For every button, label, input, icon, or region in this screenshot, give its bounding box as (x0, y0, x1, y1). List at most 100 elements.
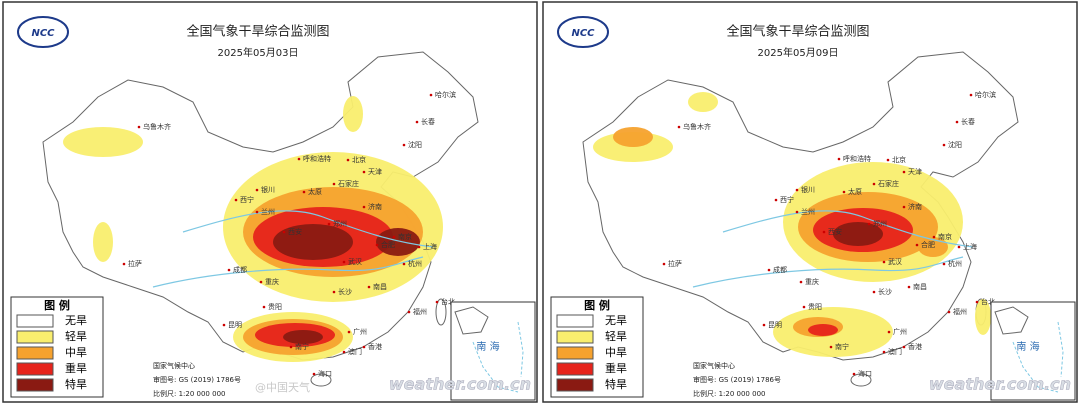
city-label: 上海 (963, 242, 977, 251)
city-dot (346, 158, 350, 162)
city-label: 成都 (233, 265, 247, 274)
legend-label: 中旱 (65, 346, 87, 359)
city-dot (332, 290, 336, 294)
city-label: 台北 (981, 297, 995, 306)
city-dot (799, 280, 803, 284)
drought-area (63, 127, 143, 157)
drought-area (833, 222, 883, 246)
city-label: 南昌 (913, 282, 927, 291)
city-label: 呼和浩特 (843, 154, 871, 163)
city-label: 长春 (961, 117, 975, 126)
city-label: 兰州 (261, 207, 275, 216)
hainan (850, 373, 872, 387)
city-dot (907, 285, 911, 289)
city-label: 哈尔滨 (975, 90, 996, 99)
map-date: 2025年05月09日 (758, 46, 839, 59)
south-sea-inset (990, 301, 1076, 401)
city-dot (259, 280, 263, 284)
legend-swatch (16, 314, 54, 328)
legend-swatch (556, 362, 594, 376)
legend-label: 特旱 (605, 377, 627, 391)
city-label: 西宁 (780, 195, 794, 204)
city-dot (887, 330, 891, 334)
city-dot (822, 230, 826, 234)
city-dot (852, 372, 856, 376)
city-label: 长春 (421, 117, 435, 126)
city-label: 广州 (353, 327, 367, 336)
drought-area (93, 222, 113, 262)
city-label: 西安 (288, 227, 302, 236)
city-dot (762, 323, 766, 327)
city-label: 呼和浩特 (303, 154, 331, 163)
inset-line (1012, 321, 1064, 393)
city-dot (767, 268, 771, 272)
city-dot (402, 262, 406, 266)
footer-text: 审图号: GS (2019) 1786号 (693, 375, 781, 384)
city-dot (362, 205, 366, 209)
legend-label: 中旱 (605, 346, 627, 359)
city-dot (932, 235, 936, 239)
city-dot (262, 305, 266, 309)
city-label: 香港 (368, 342, 382, 351)
city-dot (947, 310, 951, 314)
logo-text: NCC (31, 28, 55, 39)
city-label: 乌鲁木齐 (683, 122, 711, 131)
logo-ring (17, 16, 69, 48)
city-dot (222, 323, 226, 327)
city-label: 石家庄 (338, 179, 359, 188)
river (152, 256, 424, 288)
city-dot (902, 205, 906, 209)
city-dot (902, 345, 906, 349)
city-label: 天津 (368, 168, 382, 176)
city-label: 哈尔滨 (435, 90, 456, 99)
weibo-watermark: @中国天气 (255, 380, 310, 394)
legend-label: 轻旱 (65, 329, 87, 343)
city-dot (302, 190, 306, 194)
inset-line (472, 321, 524, 393)
city-label: 台北 (441, 297, 455, 306)
city-dot (402, 143, 406, 147)
city-label: 广州 (893, 327, 907, 336)
drought-area (808, 324, 838, 336)
city-dot (347, 330, 351, 334)
legend-label: 重旱 (605, 361, 627, 375)
city-label: 合肥 (921, 240, 935, 249)
city-label: 澳门 (888, 347, 902, 356)
watermark: weather.com.cn (389, 375, 531, 394)
map-title: 全国气象干旱综合监测图 (726, 24, 869, 40)
city-dot (795, 210, 799, 214)
city-dot (122, 262, 126, 266)
city-dot (886, 158, 890, 162)
city-dot (882, 350, 886, 354)
logo-text: NCC (571, 28, 595, 39)
city-label: 长沙 (338, 287, 352, 296)
city-label: 太原 (308, 187, 322, 196)
city-dot (802, 305, 806, 309)
drought-area (688, 92, 718, 112)
city-dot (392, 235, 396, 239)
city-label: 杭州 (408, 259, 422, 268)
city-label: 合肥 (381, 240, 395, 249)
city-label: 福州 (953, 307, 967, 316)
city-dot (367, 285, 371, 289)
hainan (310, 373, 332, 387)
city-label: 南宁 (835, 342, 849, 351)
city-label: 拉萨 (128, 259, 142, 268)
city-label: 乌鲁木齐 (143, 122, 171, 131)
river (722, 210, 974, 248)
city-dot (137, 125, 141, 129)
city-dot (327, 222, 331, 226)
city-label: 西安 (828, 227, 842, 236)
city-label: 重庆 (265, 277, 279, 286)
city-dot (417, 245, 421, 249)
legend-swatch (16, 346, 54, 360)
city-label: 福州 (413, 307, 427, 316)
city-label: 济南 (368, 202, 382, 211)
city-label: 济南 (908, 202, 922, 211)
footer-text: 国家气候中心 (693, 361, 735, 370)
city-dot (227, 268, 231, 272)
legend-title: 图 例 (584, 298, 610, 312)
city-label: 南宁 (295, 342, 309, 351)
